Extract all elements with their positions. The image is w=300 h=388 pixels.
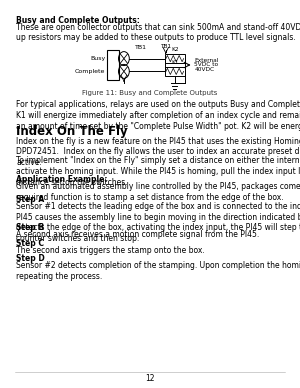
Text: required function is to stamp a set distance from the edge of the box.: required function is to stamp a set dist… [16,193,284,202]
Text: Complete: Complete [75,69,105,74]
Text: Application Example:: Application Example: [16,175,108,184]
Text: counter switches and then stop.: counter switches and then stop. [16,234,140,243]
Bar [106,50,119,80]
Text: 5VDC to: 5VDC to [194,62,218,67]
Text: K2: K2 [171,47,178,52]
Text: 12: 12 [145,374,155,383]
Text: an amount of time set by the "Complete Pulse Width" pot. K2 will be energized th: an amount of time set by the "Complete P… [16,122,300,131]
Text: detects the edge of the box, activating the index input, the PI45 will step the : detects the edge of the box, activating … [16,223,300,232]
Text: Sensor #1 detects the leading edge of the box and is connected to the index inpu: Sensor #1 detects the leading edge of th… [16,202,300,211]
Text: DPD72451.  Index on the fly allows the user to index an accurate preset distance: DPD72451. Index on the fly allows the us… [16,147,300,156]
Text: activate the homing input. While the PI45 is homing, pull the index input low an: activate the homing input. While the PI4… [16,167,300,176]
Text: Step C: Step C [16,239,44,248]
Text: K1 will energize immediately after completion of an index cycle and remain energ: K1 will energize immediately after compl… [16,111,300,120]
Text: PI45 causes the assembly line to begin moving in the direction indicated below. : PI45 causes the assembly line to begin m… [16,213,300,222]
Text: The second axis triggers the stamp onto the box.: The second axis triggers the stamp onto … [16,246,205,255]
Text: Given an automated assembly line controlled by the PI45, packages come in at a s: Given an automated assembly line control… [16,182,300,191]
Text: External: External [194,58,219,63]
Bar [165,67,184,76]
Text: For typical applications, relays are used on the outputs Busy and Complete.: For typical applications, relays are use… [16,100,300,109]
Text: To implement "Index on the Fly" simply set a distance on either the internal or : To implement "Index on the Fly" simply s… [16,156,300,165]
Text: TB1: TB1 [160,43,171,48]
Text: TB1: TB1 [135,45,147,50]
Text: Index on the fly is a new feature on the PI45 that uses the existing Homing and : Index on the fly is a new feature on the… [16,137,300,146]
Text: Step D: Step D [16,254,45,263]
Text: Busy: Busy [90,56,105,61]
Text: Sensor #2 detects completion of the stamping. Upon completion the homing input i: Sensor #2 detects completion of the stam… [16,261,300,270]
Text: active.: active. [16,158,42,167]
Text: A second axis receives a motion complete signal from the PI45.: A second axis receives a motion complete… [16,230,260,239]
Text: K1: K1 [171,60,178,64]
Text: These are open collector outputs that can sink 500mA and stand-off 40VDC maximum: These are open collector outputs that ca… [16,23,300,31]
Text: repeating the process.: repeating the process. [16,272,103,281]
Text: distance set on the switches.: distance set on the switches. [16,178,128,187]
Text: up resistors may be added to these outputs to produce TTL level signals.: up resistors may be added to these outpu… [16,33,296,42]
Text: Index On The Fly: Index On The Fly [16,125,128,138]
Text: 40VDC: 40VDC [194,67,214,72]
Bar [165,54,184,63]
Text: Step A: Step A [16,195,45,204]
Text: Busy and Complete Outputs:: Busy and Complete Outputs: [16,16,140,24]
Text: Step B: Step B [16,223,45,232]
Text: Figure 11: Busy and Complete Outputs: Figure 11: Busy and Complete Outputs [82,90,218,96]
